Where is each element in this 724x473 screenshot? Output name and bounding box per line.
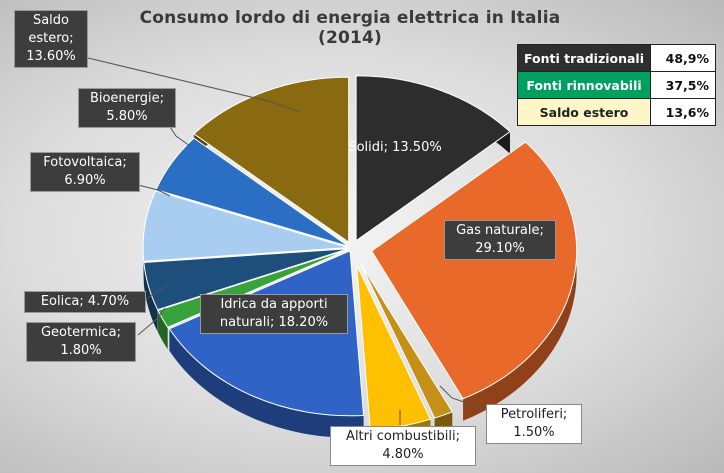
label-saldo-estero: Saldo estero; 13.60% <box>14 10 88 68</box>
summary-value: 37,5% <box>650 71 716 99</box>
summary-row-rinnovabili: Fonti rinnovabili 37,5% <box>517 71 716 99</box>
pie-side-geotermica <box>157 310 168 350</box>
label-eolica: Eolica; 4.70% <box>24 291 146 313</box>
leader-line-saldo <box>87 57 301 113</box>
pie-slice-fotovoltaica <box>142 190 349 262</box>
label-petroliferi: Petroliferi; 1.50% <box>486 404 582 444</box>
label-solidi: Solidi; 13.50% <box>348 140 442 155</box>
pie-side-eolica <box>143 262 158 332</box>
leader-line-fotovoltaica <box>137 184 171 197</box>
leader-line-eolica <box>143 283 171 301</box>
label-fotovoltaica: Fotovoltaica; 6.90% <box>30 152 140 192</box>
chart-title: Consumo lordo di energia elettrica in It… <box>139 8 561 48</box>
summary-value: 48,9% <box>650 44 716 72</box>
pie-slice-gas-naturale <box>370 141 578 400</box>
summary-value: 13,6% <box>650 98 716 126</box>
pie-side-gas-naturale <box>463 142 577 421</box>
label-geotermica: Geotermica; 1.80% <box>26 322 136 362</box>
summary-row-saldo: Saldo estero 13,6% <box>517 98 716 126</box>
summary-table: Fonti tradizionali 48,9% Fonti rinnovabi… <box>517 44 716 126</box>
summary-name: Fonti tradizionali <box>517 44 651 72</box>
pie-slice-solidi <box>355 75 511 242</box>
summary-row-tradizionali: Fonti tradizionali 48,9% <box>517 44 716 72</box>
leader-line-geotermica <box>137 307 166 336</box>
pie-slice-saldo-estero <box>193 76 350 244</box>
label-bioenergie: Bioenergie; 5.80% <box>78 88 176 128</box>
pie-slice-petroliferi <box>360 263 454 419</box>
leader-line-petroliferi <box>439 385 489 411</box>
label-idrica: Idrica da apporti naturali; 18.20% <box>200 294 348 334</box>
label-gas-naturale: Gas naturale; 29.10% <box>444 220 556 260</box>
label-altri-combustibili: Altri combustibili; 4.80% <box>330 426 476 466</box>
summary-name: Fonti rinnovabili <box>517 71 651 99</box>
pie-slice-eolica <box>143 248 349 311</box>
summary-name: Saldo estero <box>517 98 651 126</box>
